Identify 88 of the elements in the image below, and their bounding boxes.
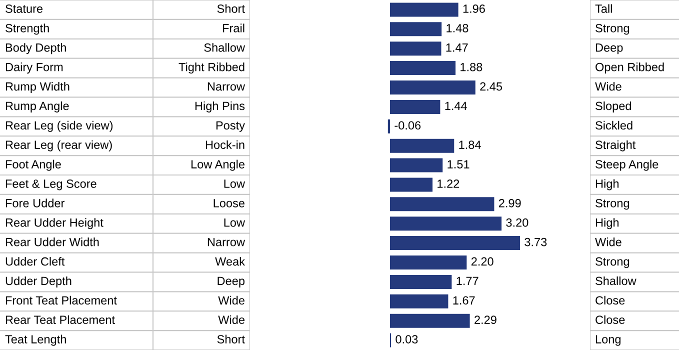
bar [390, 42, 442, 56]
bar [390, 138, 454, 153]
data-label: 1.67 [453, 296, 475, 305]
text: Sloped [596, 101, 631, 112]
y-tick-label: Strength [6, 24, 49, 35]
data-label: 1.84 [459, 140, 481, 149]
y-tick-label: Udder Cleft [6, 256, 65, 266]
text: Narrow [208, 82, 246, 91]
text: Strong [596, 198, 630, 210]
text: Loose [214, 199, 244, 208]
text: Wide [595, 82, 622, 91]
text: Wide [595, 238, 622, 246]
bar [390, 22, 442, 36]
data-label: 2.99 [498, 198, 521, 208]
data-label: 2.20 [471, 257, 494, 266]
text: Close [596, 296, 625, 305]
text: Straight [596, 140, 636, 152]
text: Strong [596, 24, 630, 35]
text: Frail [223, 24, 244, 32]
bar [390, 294, 448, 308]
data-label: 2.45 [480, 82, 502, 91]
data-label: 1.22 [438, 180, 460, 188]
text: Low [224, 180, 246, 188]
text: Deep [596, 44, 623, 54]
text: Short [217, 4, 245, 13]
data-label: 2.29 [474, 316, 496, 324]
data-label: 1.48 [446, 24, 468, 32]
text: Strong [596, 257, 630, 268]
y-tick-label: Rump Width [6, 82, 70, 93]
text: Low [224, 218, 246, 227]
text: High Pins [195, 101, 245, 112]
text: Close [596, 315, 625, 324]
data-label: 1.51 [448, 160, 470, 168]
y-tick-label: Fore Udder [6, 198, 65, 208]
y-tick-label: Teat Length [5, 334, 66, 346]
y-tick-label: Udder Depth [6, 276, 72, 288]
y-tick-label: Rear Teat Placement [6, 315, 115, 324]
data-label: 1.44 [445, 102, 467, 110]
text: Tall [595, 4, 612, 13]
text: Weak [215, 256, 246, 266]
text: Long [596, 335, 620, 346]
bar [390, 178, 433, 192]
y-tick-label: Feet & Leg Score [6, 180, 96, 190]
bar [390, 314, 470, 328]
text: Sickled [596, 120, 632, 130]
y-tick-label: Foot Angle [6, 160, 61, 171]
data-label: 1.77 [456, 276, 478, 285]
y-tick-label: Dairy Form [6, 62, 63, 74]
data-label: -0.06 [394, 121, 421, 130]
data-label: 1.47 [446, 44, 468, 52]
y-tick-label: Rump Angle [6, 101, 69, 112]
text: High [596, 179, 619, 190]
text: Posty [216, 121, 245, 132]
text: Narrow [208, 238, 246, 246]
bar [390, 256, 467, 270]
text: Wide [218, 296, 244, 305]
text: Deep [218, 276, 245, 288]
text: Short [217, 334, 245, 344]
bar [390, 100, 440, 114]
y-tick-label: Body Depth [6, 43, 66, 54]
y-tick-label: Rear Udder Width [6, 238, 99, 246]
data-label: 0.03 [396, 335, 418, 344]
y-tick-label: Front Teat Placement [6, 296, 117, 305]
text: Open Ribbed [596, 62, 664, 74]
data-label: 3.73 [524, 238, 547, 246]
data-label: 1.88 [460, 62, 482, 72]
data-label: 1.96 [463, 4, 485, 13]
bar [390, 2, 458, 17]
y-tick-label: Rear Leg (rear view) [6, 140, 112, 152]
bar [390, 236, 520, 250]
y-tick-label: Stature [6, 4, 43, 13]
text: Shallow [204, 43, 246, 52]
bar [390, 216, 502, 231]
text: Shallow [596, 276, 636, 286]
bar [390, 197, 494, 212]
bar [390, 158, 443, 172]
text: Tight Ribbed [178, 62, 244, 74]
text: High [596, 218, 619, 230]
bar [390, 80, 476, 94]
y-tick-label: Rear Leg (side view) [6, 120, 113, 132]
text: Steep Angle [596, 160, 658, 171]
data-label: 3.20 [506, 218, 528, 227]
text: Wide [218, 315, 244, 324]
text: Hock-in [206, 140, 244, 149]
text: Low Angle [191, 160, 244, 171]
y-tick-label: Rear Udder Height [6, 218, 104, 230]
bar [390, 274, 452, 289]
bar [390, 61, 456, 76]
